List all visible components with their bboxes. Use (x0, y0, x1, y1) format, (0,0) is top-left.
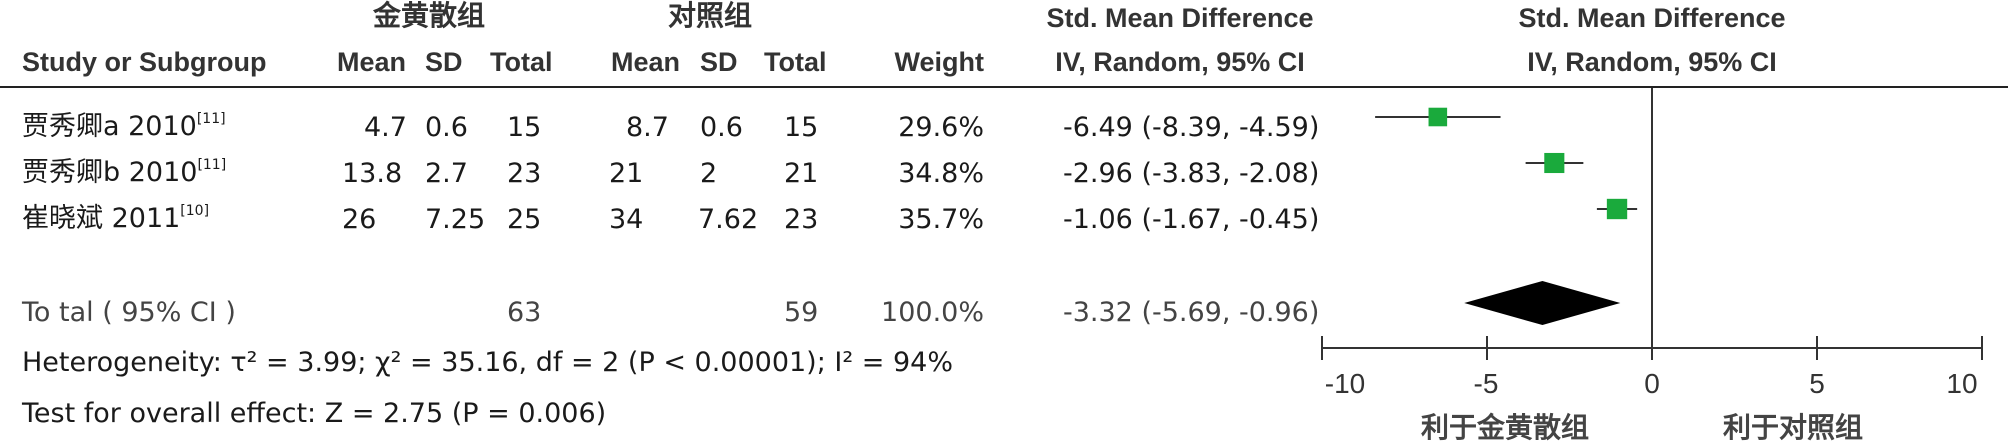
heterogeneity-text: Heterogeneity: τ² = 3.99; χ² = 35.16, df… (22, 347, 953, 378)
study-estimate-square (1428, 107, 1448, 127)
ctl-total: 15 (784, 112, 819, 143)
study-reference: [11] (196, 111, 226, 127)
exp-mean: 4.7 (364, 112, 407, 143)
study-name: 贾秀卿a 2010[11] (22, 111, 226, 142)
ctl-mean: 8.7 (626, 112, 669, 143)
effect-method-header: IV, Random, 95% CI (1055, 47, 1305, 77)
favours-left-label: 利于金黄散组 (1420, 411, 1589, 444)
ctl-total: 21 (784, 158, 819, 189)
study-weight: 29.6% (898, 112, 984, 143)
ctl-mean: 21 (609, 158, 644, 189)
control-group-header: 对照组 (668, 0, 753, 32)
exp-sd: 2.7 (425, 158, 468, 189)
ctl-total: 23 (784, 204, 819, 235)
experimental-group-header: 金黄散组 (373, 0, 486, 32)
study-weight: 34.8% (898, 158, 984, 189)
exp-sd: 0.6 (425, 112, 468, 143)
ctl-sd: 0.6 (700, 112, 743, 143)
ctl-mean: 34 (609, 204, 644, 235)
exp-sd: 7.25 (425, 204, 486, 235)
ctl-mean-header: Mean (611, 47, 681, 77)
study-name: 崔晓斌 2011[10] (22, 203, 210, 234)
exp-total: 15 (507, 112, 542, 143)
exp-total: 23 (507, 158, 542, 189)
total-label: To tal ( 95% CI ) (22, 297, 236, 328)
header-rule (0, 86, 2008, 88)
axis-tick-label: -5 (1473, 368, 1499, 399)
exp-mean: 13.8 (342, 158, 403, 189)
ctl-sd-header: SD (700, 47, 738, 77)
exp-total-sum: 63 (507, 297, 542, 328)
study-estimate-square (1606, 198, 1628, 220)
ctl-sd: 2 (700, 158, 718, 189)
plot-column-title: Std. Mean Difference (1518, 3, 1786, 33)
summary-diamond (1464, 281, 1621, 325)
exp-total-header: Total (490, 47, 553, 77)
study-effect-ci: -2.96 (-3.83, -2.08) (1063, 158, 1320, 189)
favours-right-label: 利于对照组 (1722, 411, 1863, 444)
axis-tick-label: -10 (1324, 368, 1366, 399)
exp-mean-header: Mean (337, 47, 407, 77)
study-effect-ci: -1.06 (-1.67, -0.45) (1063, 204, 1320, 235)
exp-total: 25 (507, 204, 542, 235)
total-effect-ci: -3.32 (-5.69, -0.96) (1063, 297, 1320, 328)
study-weight: 35.7% (898, 204, 984, 235)
plot-method-header: IV, Random, 95% CI (1527, 47, 1777, 77)
study-column-header: Study or Subgroup (22, 47, 267, 77)
study-reference: [10] (180, 203, 210, 219)
ctl-total-header: Total (764, 47, 827, 77)
overall-effect-text: Test for overall effect: Z = 2.75 (P = 0… (22, 398, 607, 429)
ctl-total-sum: 59 (784, 297, 819, 328)
exp-sd-header: SD (425, 47, 463, 77)
axis-tick-label: 10 (1946, 368, 1978, 399)
study-reference: [11] (197, 157, 227, 173)
weight-header: Weight (894, 47, 985, 77)
axis-tick-label: 5 (1809, 368, 1825, 399)
study-estimate-square (1544, 152, 1565, 174)
study-name: 贾秀卿b 2010[11] (22, 157, 227, 188)
axis-tick-label: 0 (1644, 368, 1660, 399)
ctl-sd: 7.62 (698, 204, 759, 235)
total-weight: 100.0% (881, 297, 984, 328)
study-effect-ci: -6.49 (-8.39, -4.59) (1063, 112, 1320, 143)
exp-mean: 26 (342, 204, 377, 235)
effect-column-title: Std. Mean Difference (1046, 3, 1314, 33)
